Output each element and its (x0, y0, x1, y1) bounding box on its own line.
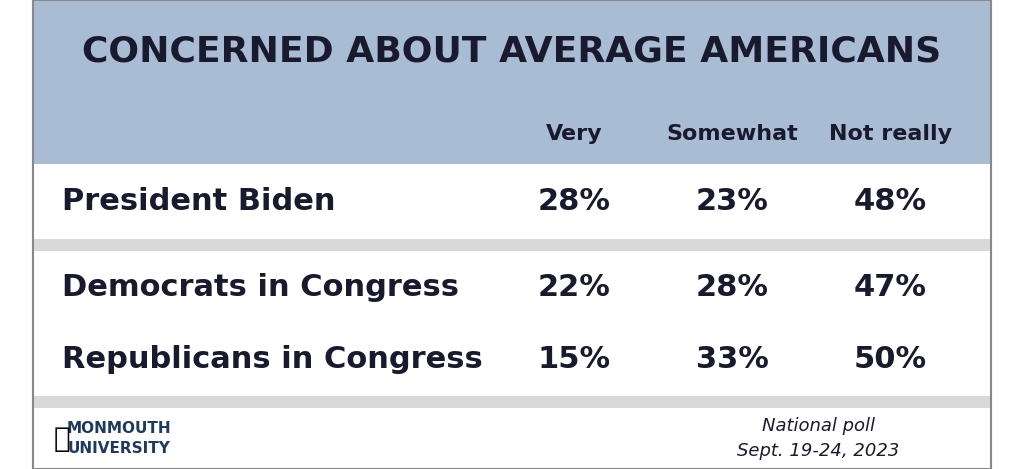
Text: 22%: 22% (538, 273, 610, 302)
Text: 23%: 23% (696, 187, 769, 216)
Text: National poll
Sept. 19-24, 2023: National poll Sept. 19-24, 2023 (737, 417, 900, 460)
FancyBboxPatch shape (33, 396, 991, 408)
Text: MONMOUTH
UNIVERSITY: MONMOUTH UNIVERSITY (67, 421, 171, 456)
FancyBboxPatch shape (33, 0, 991, 103)
Text: 48%: 48% (854, 187, 927, 216)
Text: 28%: 28% (538, 187, 610, 216)
FancyBboxPatch shape (33, 239, 991, 251)
FancyBboxPatch shape (33, 103, 991, 164)
FancyBboxPatch shape (33, 164, 991, 239)
FancyBboxPatch shape (33, 251, 991, 324)
Text: CONCERNED ABOUT AVERAGE AMERICANS: CONCERNED ABOUT AVERAGE AMERICANS (82, 35, 942, 68)
Text: Democrats in Congress: Democrats in Congress (61, 273, 459, 302)
Text: 🏛: 🏛 (53, 424, 70, 453)
Text: Somewhat: Somewhat (667, 124, 799, 144)
FancyBboxPatch shape (33, 408, 991, 469)
Text: 50%: 50% (854, 346, 927, 374)
Text: President Biden: President Biden (61, 187, 335, 216)
Text: 15%: 15% (538, 346, 611, 374)
Text: Not really: Not really (829, 124, 952, 144)
Text: 33%: 33% (696, 346, 769, 374)
FancyBboxPatch shape (33, 324, 991, 396)
Text: 28%: 28% (696, 273, 769, 302)
Text: Very: Very (546, 124, 602, 144)
Text: 47%: 47% (854, 273, 927, 302)
Text: Republicans in Congress: Republicans in Congress (61, 346, 482, 374)
